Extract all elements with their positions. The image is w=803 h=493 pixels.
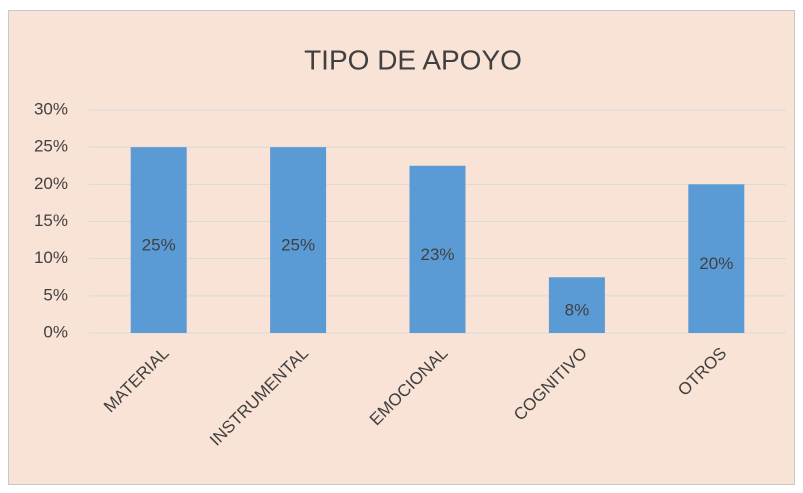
data-label: 25% [281,236,315,255]
data-label: 23% [420,245,454,264]
data-label: 20% [699,254,733,273]
y-tick-label: 30% [34,99,68,118]
bar [548,277,605,333]
y-tick-label: 25% [34,137,68,156]
data-label: 25% [142,236,176,255]
chart-title: TIPO DE APOYO [304,44,522,75]
y-tick-label: 5% [43,285,68,304]
y-tick-label: 0% [43,322,68,341]
data-label: 8% [565,301,590,320]
bar [130,147,187,333]
y-tick-label: 15% [34,211,68,230]
bar [409,165,466,333]
y-tick-label: 20% [34,174,68,193]
bar [270,147,327,333]
chart-background [8,10,795,485]
y-tick-label: 10% [34,248,68,267]
bar [688,184,745,333]
